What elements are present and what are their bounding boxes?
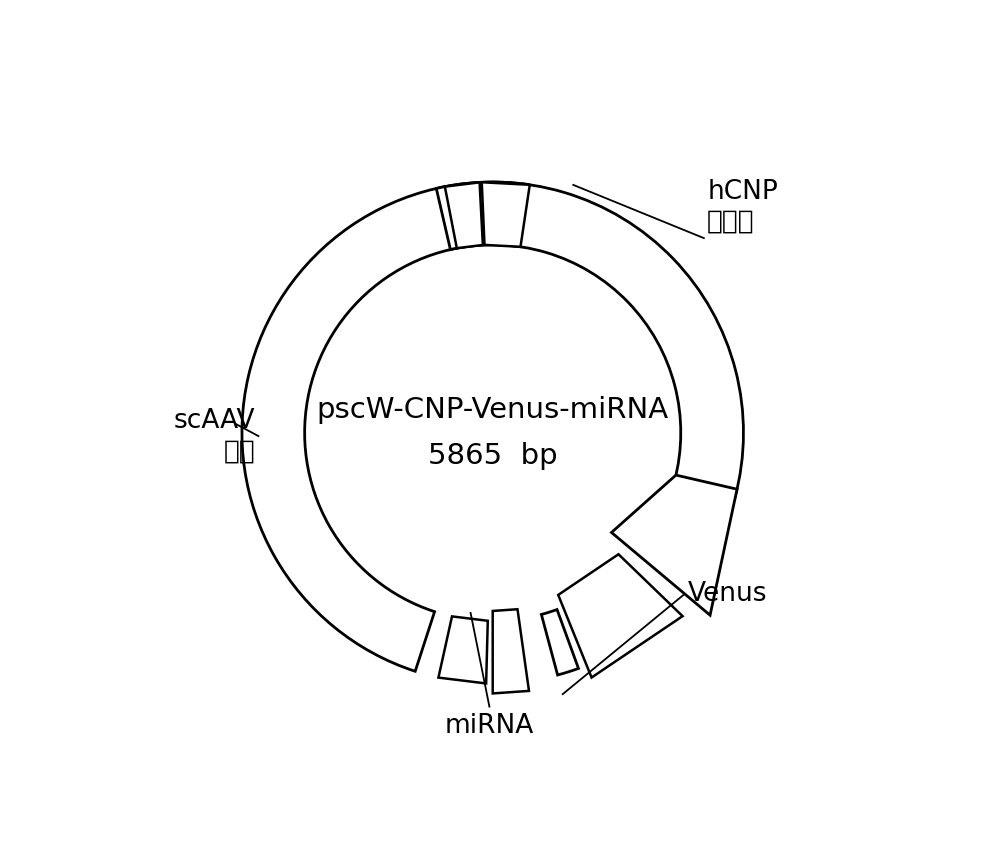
Polygon shape (611, 475, 737, 615)
Polygon shape (493, 609, 529, 693)
Polygon shape (445, 183, 483, 249)
Text: Venus: Venus (687, 581, 767, 608)
Polygon shape (558, 554, 683, 678)
Text: pscW-CNP-Venus-miRNA: pscW-CNP-Venus-miRNA (317, 396, 669, 423)
Polygon shape (482, 183, 530, 247)
Text: 5865  bp: 5865 bp (428, 442, 558, 470)
Wedge shape (436, 182, 743, 498)
Text: scAAV
骨架: scAAV 骨架 (174, 408, 255, 464)
Wedge shape (541, 609, 578, 675)
Polygon shape (438, 616, 488, 683)
Text: miRNA: miRNA (445, 713, 534, 740)
Wedge shape (242, 182, 528, 671)
Text: hCNP
启动子: hCNP 启动子 (707, 179, 778, 235)
